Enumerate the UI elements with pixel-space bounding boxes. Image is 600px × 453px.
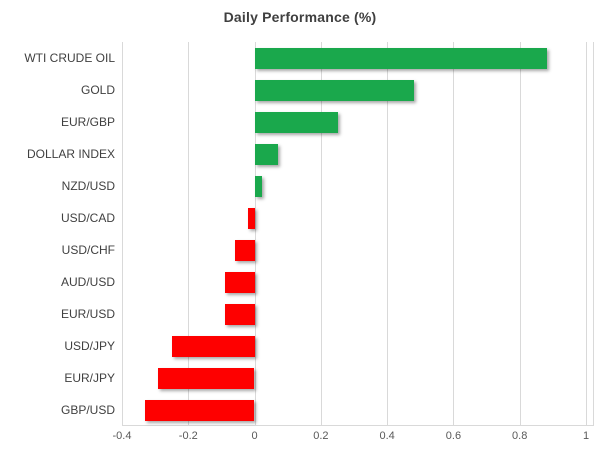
category-label-gold: GOLD xyxy=(80,83,115,97)
bar-nzd-usd xyxy=(255,176,262,197)
bar-dollar-index xyxy=(255,144,278,165)
category-label-dollar-index: DOLLAR INDEX xyxy=(26,147,115,161)
x-tick-label-0.6: 0.6 xyxy=(445,430,462,442)
bar-eur-usd xyxy=(225,304,255,325)
gridline-x--0.2 xyxy=(188,42,189,426)
x-tick-label-1: 1 xyxy=(582,430,590,442)
category-label-eur-gbp: EUR/GBP xyxy=(60,115,115,129)
x-tick-label-0.4: 0.4 xyxy=(379,430,395,442)
category-label-usd-chf: USD/CHF xyxy=(61,243,115,257)
bar-gbp-usd xyxy=(145,400,254,421)
x-tick-label-0.2: 0.2 xyxy=(313,430,329,442)
category-label-usd-cad: USD/CAD xyxy=(60,211,115,225)
bar-usd-jpy xyxy=(172,336,255,357)
bar-eur-jpy xyxy=(158,368,254,389)
bar-gold xyxy=(255,80,414,101)
x-tick-label-0.8: 0.8 xyxy=(512,430,528,442)
plot-area xyxy=(122,42,594,426)
gridline-x-0 xyxy=(255,42,256,426)
category-label-eur-usd: EUR/USD xyxy=(60,307,115,321)
gridline-x-0.8 xyxy=(520,42,521,426)
gridline-x-0.4 xyxy=(387,42,388,426)
x-tick-label--0.4: -0.4 xyxy=(112,430,132,442)
bar-eur-gbp xyxy=(255,112,338,133)
x-tick-label--0.2: -0.2 xyxy=(178,430,198,442)
bar-usd-chf xyxy=(235,240,255,261)
category-label-nzd-usd: NZD/USD xyxy=(61,179,115,193)
bar-usd-cad xyxy=(248,208,255,229)
gridline-x-0.6 xyxy=(453,42,454,426)
gridline-x-0.2 xyxy=(321,42,322,426)
category-label-gbp-usd: GBP/USD xyxy=(60,403,115,417)
chart-title: Daily Performance (%) xyxy=(223,9,377,25)
x-tick-label-0: 0 xyxy=(251,430,258,442)
category-label-eur-jpy: EUR/JPY xyxy=(64,371,115,385)
category-label-aud-usd: AUD/USD xyxy=(60,275,115,289)
bar-wti-crude-oil xyxy=(255,48,547,69)
gridline-x-1 xyxy=(586,42,587,426)
category-label-usd-jpy: USD/JPY xyxy=(64,339,115,353)
category-label-wti-crude-oil: WTI CRUDE OIL xyxy=(24,51,115,65)
bar-aud-usd xyxy=(225,272,255,293)
gridline-x--0.4 xyxy=(122,42,123,426)
